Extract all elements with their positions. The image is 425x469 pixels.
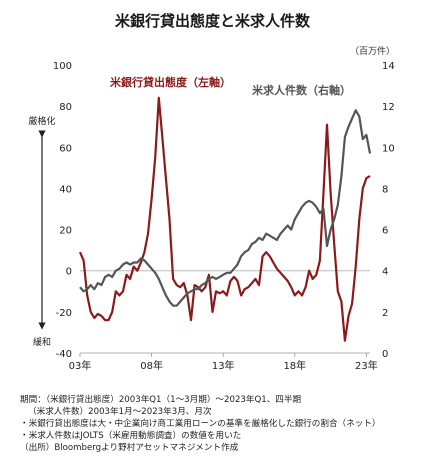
note-jolts: ・米求人件数はJOLTS（米雇用動態調査）の数値を用いた [20, 431, 242, 441]
left-tick-label: 100 [53, 61, 72, 72]
left-tick-label: 80 [59, 102, 72, 113]
right-tick-label: 4 [382, 267, 388, 278]
x-tick-label: 08年 [140, 359, 163, 372]
note-period: 期間：（米銀行貸出態度）2003年Q1（1～3月期）～2023年Q1、四半期 [20, 395, 302, 405]
right-axis-unit: （百万件） [350, 47, 396, 57]
left-tick-label: 0 [66, 267, 72, 278]
right-tick-label: 14 [382, 61, 395, 72]
series-lines [78, 96, 372, 342]
x-tick-label: 18年 [283, 359, 306, 372]
right-tick-label: 0 [382, 349, 388, 360]
strict-label: 厳格化 [28, 115, 55, 127]
footnotes: 期間：（米銀行貸出態度）2003年Q1（1～3月期）～2023年Q1、四半期 （… [20, 394, 420, 454]
left-tick-label: -20 [56, 308, 72, 319]
note-source: （出所）Bloombergより野村アセットマネジメント作成 [20, 443, 239, 453]
chart-title: 米銀行貸出態度と米求人件数 [114, 12, 310, 30]
left-tick-label: -40 [56, 349, 72, 360]
left-tick-label: 60 [59, 143, 72, 154]
jobs-series-label: 米求人件数（右軸） [251, 83, 351, 97]
lending-series-label: 米銀行貸出態度（左軸） [109, 75, 231, 89]
x-tick-label: 03年 [69, 359, 92, 372]
right-tick-label: 2 [382, 308, 388, 319]
axes [79, 270, 370, 357]
left-tick-label: 20 [59, 226, 72, 237]
job-openings-line [79, 109, 372, 307]
right-tick-label: 6 [382, 226, 388, 237]
x-tick-label: 13年 [212, 359, 235, 372]
x-tick-label: 23年 [355, 359, 378, 372]
right-tick-label: 8 [382, 184, 388, 195]
right-tick-label: 12 [382, 102, 395, 113]
tick-labels: -40 -20 0 20 40 60 80 100 0 2 4 6 8 10 12 14 03年 08年 13年 18… [53, 61, 395, 372]
right-tick-label: 10 [382, 143, 395, 154]
loose-label: 緩和 [33, 336, 51, 348]
lending-attitude-line [78, 96, 371, 342]
note-lending: ・米銀行貸出態度は大・中企業向け商工業用ローンの基準を厳格化した銀行の割合（ネッ… [20, 419, 381, 429]
chart: -40 -20 0 20 40 60 80 100 0 2 4 6 8 10 12 14 03年 08年 13年 18… [28, 61, 395, 372]
left-tick-label: 40 [59, 184, 72, 195]
note-period-jobs: （米求人件数）2003年1月～2023年3月、月次 [28, 407, 212, 417]
